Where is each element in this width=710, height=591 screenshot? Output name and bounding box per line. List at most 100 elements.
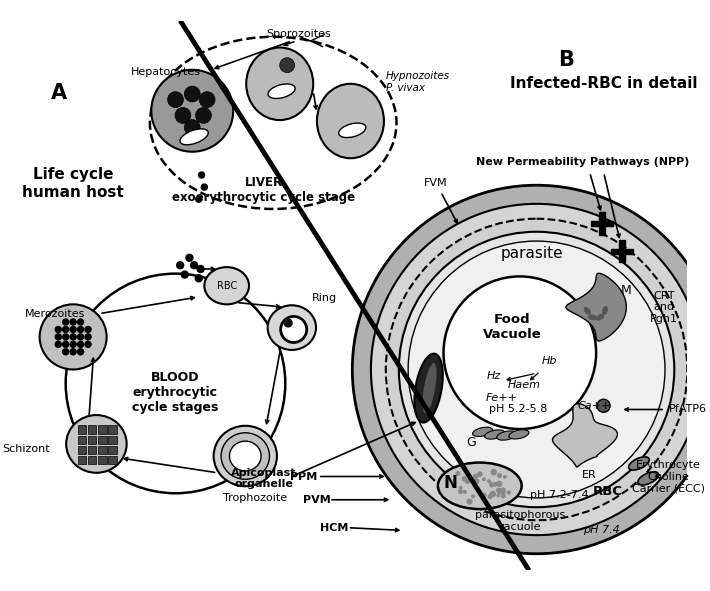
Text: Food
Vacuole: Food Vacuole [483, 313, 542, 340]
Circle shape [70, 319, 77, 326]
Ellipse shape [180, 129, 208, 145]
Circle shape [489, 491, 496, 497]
Circle shape [497, 473, 502, 478]
Polygon shape [566, 273, 626, 341]
Ellipse shape [339, 123, 366, 138]
Circle shape [201, 183, 208, 191]
Text: RBC: RBC [594, 485, 623, 498]
FancyBboxPatch shape [109, 426, 117, 434]
Circle shape [195, 108, 212, 124]
Circle shape [77, 340, 84, 348]
Circle shape [62, 326, 70, 333]
Circle shape [496, 480, 502, 487]
Circle shape [62, 340, 70, 348]
Ellipse shape [221, 433, 270, 479]
Circle shape [84, 333, 92, 340]
FancyBboxPatch shape [109, 446, 117, 454]
Text: A: A [51, 83, 67, 103]
Ellipse shape [151, 70, 233, 152]
FancyBboxPatch shape [98, 426, 106, 434]
Text: Trophozoite: Trophozoite [222, 493, 287, 503]
Text: CRT
and
Pgh1: CRT and Pgh1 [650, 291, 678, 324]
Text: parasite: parasite [501, 246, 563, 261]
Text: B: B [558, 50, 574, 70]
Circle shape [474, 473, 479, 478]
Text: RBC: RBC [217, 281, 237, 291]
Circle shape [77, 326, 84, 333]
Circle shape [444, 277, 596, 429]
Ellipse shape [628, 457, 649, 470]
FancyBboxPatch shape [88, 446, 97, 454]
Circle shape [497, 489, 503, 494]
Circle shape [489, 482, 494, 488]
Circle shape [176, 261, 185, 269]
Circle shape [180, 270, 189, 279]
Circle shape [501, 490, 506, 495]
Circle shape [195, 196, 202, 203]
Ellipse shape [596, 314, 604, 321]
Circle shape [506, 491, 511, 495]
Ellipse shape [229, 441, 261, 471]
Circle shape [77, 319, 84, 326]
FancyBboxPatch shape [109, 436, 117, 444]
Text: BLOOD
erythrocytic
cycle stages: BLOOD erythrocytic cycle stages [132, 371, 219, 414]
Circle shape [185, 119, 200, 135]
Text: Merozoites: Merozoites [25, 309, 85, 319]
Circle shape [491, 469, 497, 475]
Circle shape [280, 58, 295, 73]
FancyBboxPatch shape [78, 436, 86, 444]
Circle shape [198, 171, 205, 178]
Ellipse shape [317, 84, 384, 158]
Text: Schizont: Schizont [2, 444, 50, 453]
FancyBboxPatch shape [78, 446, 86, 454]
Circle shape [55, 326, 62, 333]
Ellipse shape [268, 84, 295, 99]
Ellipse shape [602, 306, 608, 315]
Circle shape [55, 333, 62, 340]
Circle shape [408, 241, 665, 498]
Circle shape [70, 348, 77, 356]
Circle shape [463, 490, 467, 494]
Text: Hz: Hz [486, 371, 501, 381]
Text: Erythrocyte
Choline
Carrier (ECC): Erythrocyte Choline Carrier (ECC) [632, 460, 705, 493]
Text: Ring: Ring [312, 293, 337, 303]
Circle shape [493, 482, 498, 486]
Ellipse shape [246, 47, 313, 120]
Circle shape [197, 265, 204, 273]
Ellipse shape [422, 363, 437, 413]
Bar [591, 220, 613, 226]
Ellipse shape [438, 463, 522, 509]
Bar [599, 212, 604, 235]
Circle shape [458, 489, 463, 494]
FancyBboxPatch shape [98, 456, 106, 465]
Circle shape [473, 478, 479, 485]
Circle shape [175, 108, 191, 124]
Circle shape [352, 185, 710, 554]
Circle shape [55, 340, 62, 348]
Circle shape [474, 479, 479, 484]
Text: New Permeability Pathways (NPP): New Permeability Pathways (NPP) [476, 157, 690, 167]
Circle shape [496, 488, 501, 493]
Circle shape [84, 340, 92, 348]
Circle shape [465, 479, 470, 484]
Circle shape [455, 471, 460, 476]
Text: Fe++: Fe++ [485, 393, 517, 403]
Circle shape [77, 333, 84, 340]
Text: Hepatocytes: Hepatocytes [131, 67, 201, 77]
Text: parasitophorous
vacuole: parasitophorous vacuole [475, 511, 565, 532]
Text: FVM: FVM [425, 178, 448, 189]
Text: LIVER
exoerythrocytic cycle stage: LIVER exoerythrocytic cycle stage [173, 176, 356, 204]
Circle shape [500, 488, 506, 493]
Ellipse shape [204, 267, 249, 304]
FancyBboxPatch shape [109, 456, 117, 465]
Circle shape [190, 261, 198, 269]
Circle shape [462, 476, 467, 482]
Circle shape [459, 486, 462, 489]
Circle shape [477, 472, 483, 477]
Circle shape [399, 232, 674, 507]
Circle shape [371, 204, 702, 535]
FancyBboxPatch shape [88, 456, 97, 465]
Circle shape [501, 493, 506, 498]
Ellipse shape [415, 353, 443, 423]
Circle shape [482, 478, 486, 481]
